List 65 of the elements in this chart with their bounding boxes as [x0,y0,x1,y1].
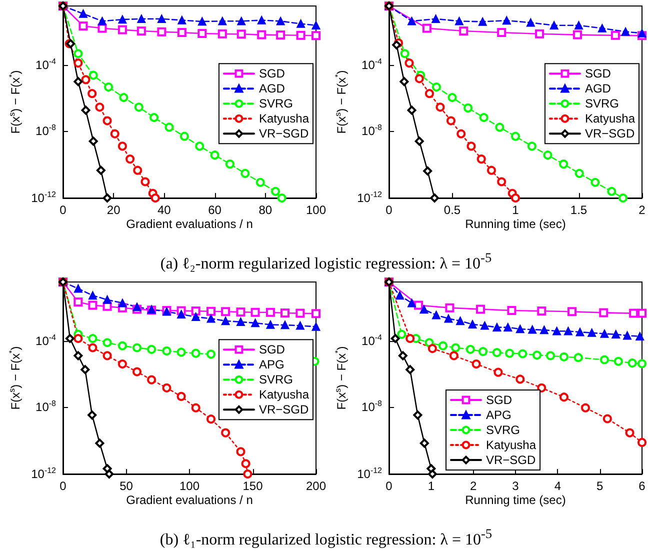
text: (b) ℓ₁-norm regularized logistic regression: λ = 10$^{-5}$ [158,526,494,550]
legend-label: SGD [258,66,286,81]
x-axis-title: Running time (sec) [465,493,566,507]
x-tick-label: 80 [258,202,274,218]
text: (a) ℓ₂-norm regularized logistic regression: λ = 10$^{-5}$ [159,250,493,274]
legend-label: AGD [258,82,286,96]
legend-label: SVRG [258,96,293,111]
x-tick-label: 5 [595,478,604,494]
x-tick-label: 0.5 [442,202,462,218]
legend-label: SGD [486,393,512,407]
x-tick-label: 200 [304,478,328,494]
y-tick-label: 10$^{-8}$ [362,123,382,140]
y-tick-label: 10$^{-4}$ [36,56,56,73]
legend-label: Katyusha [584,112,636,126]
legend-label: VR−SGD [486,453,536,467]
x-tick-label: 2 [638,202,646,218]
y-axis-title: F(xs) − F(x*) [334,346,348,410]
legend-label: VR−SGD [258,402,309,417]
legend-label: SVRG [486,423,520,437]
legend-label: AGD [584,82,612,96]
legend-label: SVRG [584,96,619,111]
legend-label: SGD [584,66,612,81]
x-axis-title: Gradient evaluations / n [126,493,253,507]
x-tick-label: 0 [386,203,392,217]
x-tick-label: 100 [178,478,201,494]
y-tick-label: 10$^{-8}$ [36,399,56,416]
x-tick-label: 3 [511,478,520,494]
x-tick-label: 4 [553,478,562,494]
y-tick-label: 10$^{-12}$ [31,466,56,482]
y-axis-title: F(xs) − F(x*) [334,70,348,134]
x-tick-label: 0 [386,479,392,493]
y-tick-label: 10$^{-4}$ [36,332,56,349]
x-tick-label: 20 [106,202,122,218]
x-axis-title: Running time (sec) [465,217,566,231]
legend-label: APG [486,408,512,422]
x-tick-label: 50 [118,478,134,494]
y-tick-label: 10$^{-4}$ [362,332,382,349]
x-axis-title: Gradient evaluations / n [126,217,253,231]
y-tick-label: 10$^{-12}$ [357,190,382,206]
x-tick-label: 1 [426,478,436,494]
y-tick-label: 10$^{-4}$ [362,56,382,73]
x-tick-label: 60 [207,202,222,218]
x-tick-label: 150 [242,478,264,494]
x-tick-label: 2 [468,478,478,494]
legend-label: Katyusha [486,438,536,452]
legend-label: Katyusha [258,388,310,402]
y-tick-label: 10$^{-8}$ [36,123,56,140]
legend-label: APG [258,358,284,372]
legend-label: SVRG [258,372,293,387]
y-tick-label: 10$^{-12}$ [357,466,382,482]
legend-label: VR−SGD [258,126,309,141]
legend-label: Katyusha [258,112,310,126]
y-tick-label: 10$^{-12}$ [31,190,56,206]
legend-label: SGD [258,342,286,357]
x-tick-label: 0 [60,479,66,493]
y-axis-title: F(xs) − F(x*) [8,346,22,410]
legend-label: VR−SGD [584,126,635,141]
x-tick-label: 1.5 [569,202,588,218]
x-tick-label: 100 [304,202,328,218]
y-tick-label: 10$^{-8}$ [362,399,382,416]
x-tick-label: 40 [156,202,172,218]
x-tick-label: 6 [638,478,646,494]
x-tick-label: 1 [511,202,520,218]
y-axis-title: F(xs) − F(x*) [8,70,22,134]
x-tick-label: 0 [60,203,66,217]
